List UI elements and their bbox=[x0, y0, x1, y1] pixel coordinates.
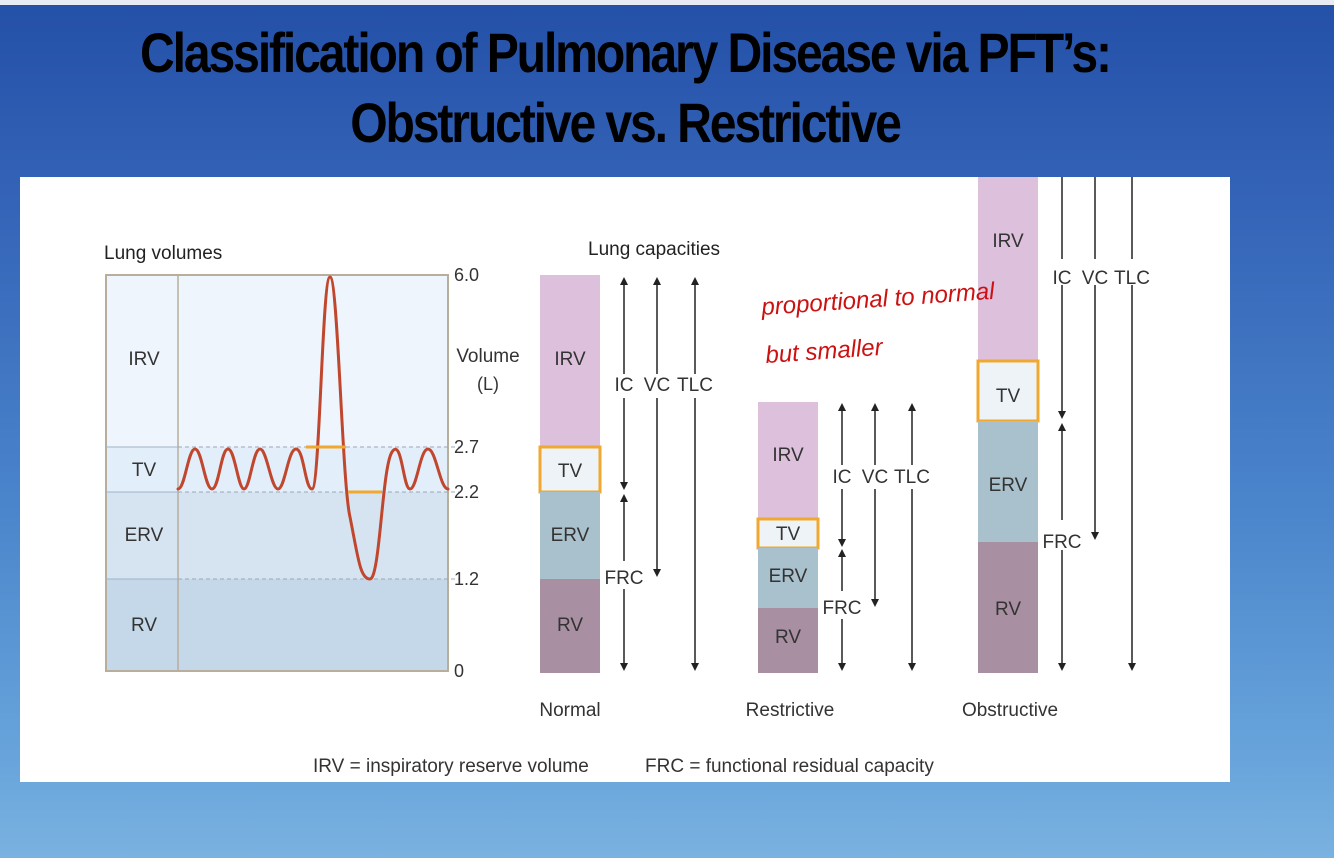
normal-rv-label: RV bbox=[557, 615, 583, 636]
tick-0: 0 bbox=[454, 661, 464, 681]
handwritten-annotation: proportional to normal but smaller bbox=[760, 278, 996, 369]
title-line-2: Obstructive vs. Restrictive bbox=[350, 91, 902, 154]
obstructive-ic-label: IC bbox=[1053, 268, 1072, 289]
lung-volumes-chart: Lung volumes IRV TV ERV RV 6.0 2.7 2.2 1… bbox=[104, 243, 520, 681]
obstructive-vc-label: VC bbox=[1082, 268, 1108, 289]
restrictive-erv-label: ERV bbox=[769, 566, 808, 587]
erv-band bbox=[106, 492, 448, 579]
normal-column: IRV TV ERV RV IC FRC VC TLC Normal bbox=[538, 275, 713, 721]
restrictive-frc-label: FRC bbox=[822, 598, 861, 619]
normal-frc-label: FRC bbox=[604, 568, 643, 589]
restrictive-tv-label: TV bbox=[776, 524, 801, 545]
normal-tlc-label: TLC bbox=[677, 375, 713, 396]
obstructive-rv bbox=[978, 542, 1038, 673]
tick-2-2: 2.2 bbox=[454, 482, 479, 502]
obstructive-rv-label: RV bbox=[995, 599, 1021, 620]
irv-band bbox=[106, 275, 448, 447]
slide-title: Classification of Pulmonary Disease via … bbox=[88, 18, 1163, 158]
irv-label: IRV bbox=[128, 349, 160, 370]
obstructive-erv-label: ERV bbox=[989, 475, 1028, 496]
normal-ic-label: IC bbox=[615, 375, 634, 396]
legend-frc: FRC = functional residual capacity bbox=[645, 756, 934, 777]
axis-unit: (L) bbox=[477, 374, 499, 394]
rv-label: RV bbox=[131, 615, 157, 636]
restrictive-ic-label: IC bbox=[833, 467, 852, 488]
obstructive-erv bbox=[978, 421, 1038, 542]
restrictive-column-label: Restrictive bbox=[746, 700, 835, 721]
tick-6-0: 6.0 bbox=[454, 265, 479, 285]
top-bar bbox=[0, 0, 1334, 5]
obstructive-tlc-label: TLC bbox=[1114, 268, 1150, 289]
lung-volumes-heading: Lung volumes bbox=[104, 243, 222, 264]
obstructive-irv-label: IRV bbox=[992, 231, 1024, 252]
tv-label: TV bbox=[132, 460, 157, 481]
axis-title-volume: Volume bbox=[456, 346, 519, 367]
restrictive-rv bbox=[758, 608, 818, 673]
lung-capacities-chart: Lung capacities IRV TV ERV RV IC FRC bbox=[538, 177, 1150, 721]
annotation-line-2: but smaller bbox=[765, 334, 885, 369]
restrictive-irv bbox=[758, 402, 818, 519]
tick-2-7: 2.7 bbox=[454, 437, 479, 457]
figure-panel: Lung volumes IRV TV ERV RV 6.0 2.7 2.2 1… bbox=[20, 177, 1230, 782]
lung-capacities-heading: Lung capacities bbox=[588, 239, 720, 260]
obstructive-irv bbox=[978, 177, 1038, 361]
annotation-line-1: proportional to normal bbox=[760, 278, 996, 321]
normal-rv bbox=[540, 579, 600, 673]
title-line-1: Classification of Pulmonary Disease via … bbox=[140, 21, 1112, 84]
breathing-curve bbox=[176, 275, 450, 581]
restrictive-erv bbox=[758, 548, 818, 608]
obstructive-frc-label: FRC bbox=[1042, 532, 1081, 553]
normal-erv bbox=[540, 492, 600, 579]
normal-tv bbox=[538, 445, 602, 494]
volumes-frame bbox=[105, 274, 449, 672]
restrictive-irv-label: IRV bbox=[772, 445, 804, 466]
obstructive-column: IRV TV ERV RV IC FRC VC TLC Obstructive bbox=[962, 177, 1150, 721]
erv-label: ERV bbox=[125, 525, 164, 546]
restrictive-tlc-label: TLC bbox=[894, 467, 930, 488]
normal-vc-label: VC bbox=[644, 375, 670, 396]
normal-column-label: Normal bbox=[539, 700, 600, 721]
normal-irv-label: IRV bbox=[554, 349, 586, 370]
normal-tv-label: TV bbox=[558, 461, 583, 482]
obstructive-column-label: Obstructive bbox=[962, 700, 1058, 721]
pft-diagram: Lung volumes IRV TV ERV RV 6.0 2.7 2.2 1… bbox=[104, 177, 1150, 777]
obstructive-tv-label: TV bbox=[996, 386, 1021, 407]
rv-band bbox=[106, 579, 448, 671]
tv-band bbox=[106, 447, 448, 492]
restrictive-rv-label: RV bbox=[775, 627, 801, 648]
legend-irv: IRV = inspiratory reserve volume bbox=[313, 756, 589, 777]
restrictive-column: IRV TV ERV RV IC FRC VC TLC Restrictive bbox=[746, 402, 930, 721]
tick-1-2: 1.2 bbox=[454, 569, 479, 589]
legend: IRV = inspiratory reserve volume FRC = f… bbox=[313, 756, 934, 777]
restrictive-vc-label: VC bbox=[862, 467, 888, 488]
normal-irv bbox=[540, 275, 600, 447]
normal-erv-label: ERV bbox=[551, 525, 590, 546]
